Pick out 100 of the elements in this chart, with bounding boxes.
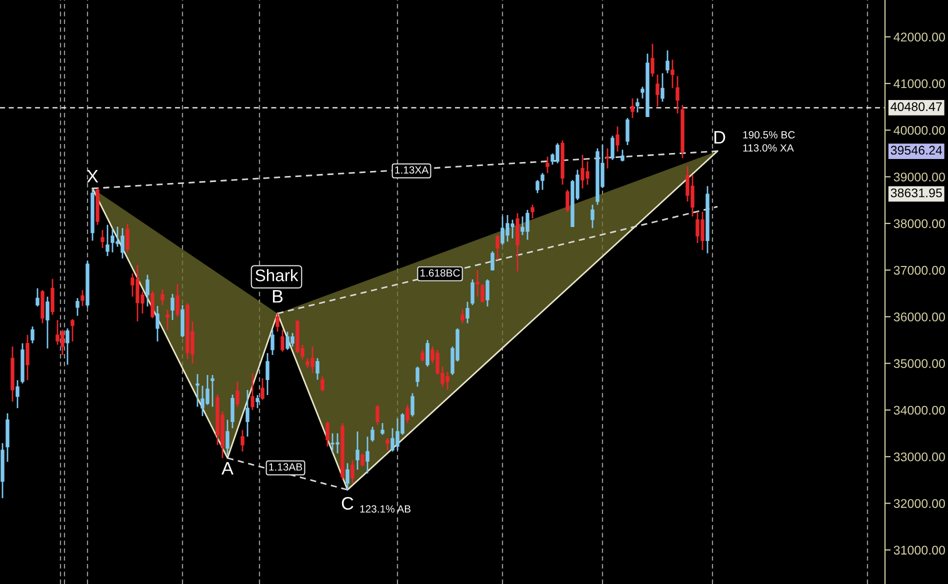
candlestick bbox=[670, 59, 674, 89]
candlestick bbox=[636, 98, 640, 114]
candlestick bbox=[496, 234, 500, 261]
candlestick bbox=[26, 334, 30, 381]
candlestick bbox=[196, 373, 200, 408]
candlestick bbox=[480, 283, 484, 302]
candlestick bbox=[276, 312, 280, 332]
annotation: 190.5% BC bbox=[743, 131, 795, 139]
candlestick bbox=[156, 305, 160, 342]
candlestick bbox=[460, 308, 464, 324]
y-tick-label: 40000.00 bbox=[894, 126, 945, 135]
candlestick bbox=[326, 420, 330, 448]
candlestick bbox=[676, 75, 680, 114]
candlestick bbox=[36, 288, 40, 308]
candlestick bbox=[70, 318, 74, 342]
candlestick bbox=[246, 389, 250, 438]
candlestick bbox=[470, 278, 474, 306]
annotation: C bbox=[342, 496, 354, 510]
annotation: 1.13XA bbox=[395, 166, 429, 174]
candlestick bbox=[606, 148, 610, 170]
candlestick bbox=[266, 352, 270, 396]
annotation: 1.618BC bbox=[420, 269, 460, 277]
y-tick-label: 31000.00 bbox=[894, 546, 945, 555]
candlestick bbox=[176, 283, 180, 318]
candlestick bbox=[590, 204, 594, 229]
candlestick bbox=[380, 422, 384, 436]
candlestick bbox=[316, 358, 320, 380]
candlestick bbox=[236, 380, 240, 408]
candlestick bbox=[546, 156, 550, 174]
candlestick bbox=[370, 426, 374, 442]
candlestick bbox=[166, 309, 170, 330]
candlestick bbox=[240, 429, 244, 452]
ref-line-label: 40480.47 bbox=[890, 102, 942, 112]
candlestick bbox=[16, 379, 20, 409]
candlestick bbox=[406, 404, 410, 424]
candlestick bbox=[466, 301, 470, 324]
candlestick bbox=[170, 293, 174, 321]
candlestick bbox=[630, 98, 634, 119]
annotation: D bbox=[714, 131, 726, 144]
y-tick-label: 33000.00 bbox=[894, 452, 945, 462]
candlestick bbox=[350, 459, 354, 484]
candlestick bbox=[150, 290, 154, 319]
candlestick bbox=[346, 462, 350, 490]
candlestick bbox=[30, 326, 34, 344]
candlestick bbox=[356, 430, 360, 470]
candlestick bbox=[416, 366, 420, 388]
candlestick bbox=[540, 172, 544, 191]
candlestick bbox=[426, 339, 430, 368]
annotation: Shark bbox=[255, 269, 298, 282]
candlestick bbox=[76, 297, 80, 316]
annotation: B bbox=[272, 290, 283, 303]
candlestick bbox=[230, 394, 234, 429]
candlestick bbox=[146, 274, 150, 308]
candlestick bbox=[536, 179, 540, 194]
candlestick bbox=[476, 269, 480, 298]
candlestick bbox=[626, 117, 630, 146]
candlestick bbox=[80, 289, 84, 307]
candlestick bbox=[566, 189, 570, 212]
annotation: A bbox=[222, 462, 234, 475]
candlestick bbox=[486, 278, 490, 308]
candlestick bbox=[160, 288, 164, 306]
candlestick bbox=[366, 436, 370, 474]
candlestick bbox=[376, 404, 380, 426]
text: 38631.95 bbox=[890, 188, 942, 198]
candlestick bbox=[656, 74, 660, 108]
annotation: X bbox=[86, 170, 98, 182]
annotation: 123.1% AB bbox=[360, 505, 410, 513]
candlestick bbox=[226, 419, 230, 456]
candlestick bbox=[66, 328, 70, 366]
candlestick bbox=[250, 372, 254, 411]
candlestick bbox=[660, 72, 664, 102]
candlestick bbox=[106, 224, 110, 257]
y-tick-label: 39000.00 bbox=[894, 172, 945, 182]
candlestick bbox=[360, 452, 364, 468]
candlestick bbox=[270, 329, 274, 356]
candlestick bbox=[616, 126, 620, 152]
candlestick bbox=[620, 149, 624, 162]
candlestick bbox=[490, 250, 494, 272]
annotation: 1.13AB bbox=[269, 463, 302, 471]
y-tick-label: 37000.00 bbox=[894, 266, 945, 275]
candlestick bbox=[386, 437, 390, 451]
candlestick bbox=[530, 204, 534, 219]
y-tick-label: 41000.00 bbox=[894, 79, 945, 88]
candlestick bbox=[650, 43, 654, 78]
candlestick bbox=[100, 229, 104, 249]
candlestick bbox=[126, 223, 130, 254]
candlestick bbox=[420, 349, 424, 362]
y-tick-label: 34000.00 bbox=[894, 406, 945, 415]
candlestick bbox=[210, 374, 214, 408]
candlestick bbox=[320, 376, 324, 392]
text: 39546.24 bbox=[890, 146, 942, 155]
candlestick bbox=[46, 296, 50, 350]
candlestick bbox=[610, 135, 614, 161]
annotation: 113.0% XA bbox=[743, 144, 794, 152]
candlestick bbox=[666, 50, 670, 74]
candlestick bbox=[50, 278, 54, 316]
y-tick-label: 36000.00 bbox=[894, 312, 945, 322]
candlestick bbox=[256, 394, 260, 409]
candlestick bbox=[260, 378, 264, 400]
candlestick bbox=[410, 392, 414, 418]
